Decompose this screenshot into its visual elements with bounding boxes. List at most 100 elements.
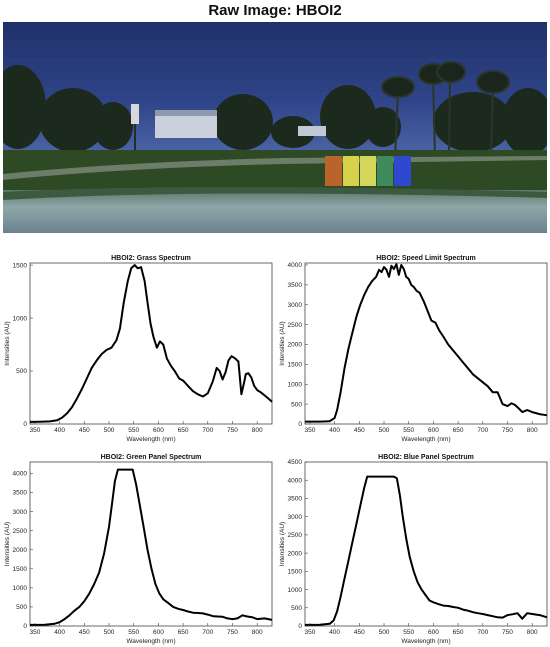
y-tick-label: 4000 [288,262,303,269]
y-tick-label: 1000 [288,587,303,594]
foreground-edge [3,187,547,200]
x-tick-label: 600 [428,629,439,636]
x-tick-label: 400 [54,629,65,636]
x-tick-label: 500 [379,427,390,434]
y-tick-label: 4000 [288,477,303,484]
building [155,110,326,138]
plot-area [29,461,273,627]
spectrum-line [29,468,273,626]
x-tick-label: 800 [252,629,263,636]
x-tick-label: 450 [79,427,90,434]
x-tick-label: 500 [104,629,115,636]
x-tick-label: 600 [428,427,439,434]
sign [131,104,139,124]
y-tick-label: 1500 [13,566,28,573]
y-tick-label: 4500 [288,459,303,466]
x-axis-label: Wavelength (nm) [126,638,175,645]
y-axis-label: Intensities (AU) [4,321,11,365]
x-tick-label: 650 [453,629,464,636]
foreground [3,190,547,233]
y-axis-label: Intensities (AU) [4,522,11,566]
x-axis-label: Wavelength (nm) [401,436,450,443]
x-tick-label: 750 [502,629,513,636]
x-tick-label: 500 [379,629,390,636]
x-axis-label: Wavelength (nm) [401,638,450,645]
plot-area [304,461,548,627]
y-tick-label: 1500 [13,262,28,269]
x-tick-label: 600 [153,629,164,636]
x-tick-label: 450 [354,629,365,636]
grass-spectrum-chart: HBOI2: Grass Spectrum 350 400 450 500 550 600 6… [4,255,273,443]
x-tick-label: 550 [128,629,139,636]
y-tick-label: 3000 [13,509,28,516]
y-tick-label: 500 [291,605,302,612]
y-tick-label: 2000 [13,547,28,554]
blue-panel-spectrum-chart: HBOI2: Blue Panel Spectrum 350 400 450 500 55… [279,454,548,645]
x-tick-label: 400 [329,427,340,434]
spectrum-line [29,264,273,423]
y-tick-label: 1000 [13,315,28,322]
y-tick-label: 500 [16,604,27,611]
y-tick-label: 4000 [13,471,28,478]
x-tick-label: 350 [30,427,41,434]
main-title: Raw Image: HBOI2 [208,2,342,19]
y-axis-label: Intensities (AU) [279,522,286,566]
x-tick-label: 650 [178,629,189,636]
y-tick-label: 0 [298,421,302,428]
chart-title: HBOI2: Blue Panel Spectrum [378,454,474,461]
y-tick-label: 0 [298,623,302,630]
y-tick-label: 500 [291,401,302,408]
x-tick-label: 550 [403,629,414,636]
y-tick-label: 1500 [288,569,303,576]
plot-area [29,262,273,425]
x-tick-label: 800 [252,427,263,434]
y-tick-label: 2000 [288,550,303,557]
y-tick-label: 0 [23,623,27,630]
y-tick-label: 2500 [288,322,303,329]
y-tick-label: 3500 [13,490,28,497]
green-panel-spectrum-chart: HBOI2: Green Panel Spectrum 350 400 450 500 5… [4,454,273,645]
x-tick-label: 400 [54,427,65,434]
plot-area [304,262,548,425]
x-tick-label: 350 [305,629,316,636]
x-tick-label: 350 [305,427,316,434]
y-tick-label: 1000 [288,381,303,388]
color-panels [325,156,411,186]
spectrum-line [305,263,548,423]
x-tick-label: 750 [502,427,513,434]
x-tick-label: 700 [202,427,213,434]
palm-trees [381,61,510,158]
y-tick-label: 3000 [288,514,303,521]
y-tick-label: 1500 [288,362,303,369]
x-tick-label: 700 [202,629,213,636]
y-axis-label: Intensities (AU) [279,321,286,365]
chart-title: HBOI2: Green Panel Spectrum [101,454,202,461]
raw-image [3,22,547,233]
x-tick-label: 750 [227,629,238,636]
chart-title: HBOI2: Speed Limit Spectrum [376,255,476,262]
x-tick-label: 800 [527,427,538,434]
x-axis-label: Wavelength (nm) [126,436,175,443]
y-tick-label: 2500 [13,528,28,535]
x-tick-label: 650 [178,427,189,434]
y-tick-label: 0 [23,421,27,428]
y-tick-label: 2000 [288,342,303,349]
x-tick-label: 450 [354,427,365,434]
x-tick-label: 700 [477,427,488,434]
y-tick-label: 500 [16,368,27,375]
x-tick-label: 650 [453,427,464,434]
spectrum-line [304,475,548,626]
speed-limit-spectrum-chart: HBOI2: Speed Limit Spectrum 350 400 450 500 5… [279,255,548,443]
y-tick-label: 3500 [288,496,303,503]
distant-trees [3,65,547,156]
y-tick-label: 3000 [288,302,303,309]
x-tick-label: 800 [527,629,538,636]
x-tick-label: 550 [403,427,414,434]
x-tick-label: 400 [329,629,340,636]
x-tick-label: 500 [104,427,115,434]
chart-title: HBOI2: Grass Spectrum [111,255,191,262]
x-tick-label: 600 [153,427,164,434]
x-tick-label: 450 [79,629,90,636]
x-tick-label: 350 [30,629,41,636]
x-tick-label: 750 [227,427,238,434]
